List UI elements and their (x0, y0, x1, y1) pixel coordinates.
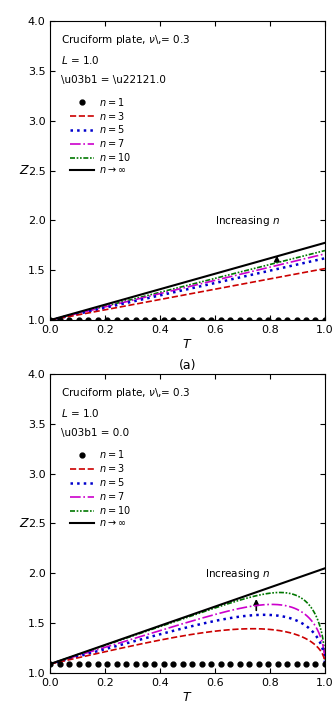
X-axis label: $T$: $T$ (182, 690, 193, 701)
Text: (a): (a) (179, 359, 196, 372)
Text: $L$ = 1.0: $L$ = 1.0 (61, 54, 100, 66)
Text: \u03b1 = \u22121.0: \u03b1 = \u22121.0 (61, 75, 166, 85)
Text: $L$ = 1.0: $L$ = 1.0 (61, 407, 100, 418)
Legend: $n = 1$, $n = 3$, $n = 5$, $n = 7$, $n = 10$, $n\rightarrow\infty$: $n = 1$, $n = 3$, $n = 5$, $n = 7$, $n =… (66, 444, 135, 532)
Text: Cruciform plate, $\nu$\,= 0.3: Cruciform plate, $\nu$\,= 0.3 (61, 386, 191, 400)
Y-axis label: $Z$: $Z$ (19, 164, 30, 177)
Text: \u03b1 = 0.0: \u03b1 = 0.0 (61, 428, 129, 437)
X-axis label: $T$: $T$ (182, 338, 193, 350)
Y-axis label: $Z$: $Z$ (19, 517, 30, 530)
Legend: $n = 1$, $n = 3$, $n = 5$, $n = 7$, $n = 10$, $n\rightarrow\infty$: $n = 1$, $n = 3$, $n = 5$, $n = 7$, $n =… (66, 92, 135, 179)
Text: Cruciform plate, $\nu$\,= 0.3: Cruciform plate, $\nu$\,= 0.3 (61, 33, 191, 47)
Text: Increasing $n$: Increasing $n$ (205, 567, 270, 581)
Text: Increasing $n$: Increasing $n$ (215, 215, 280, 229)
